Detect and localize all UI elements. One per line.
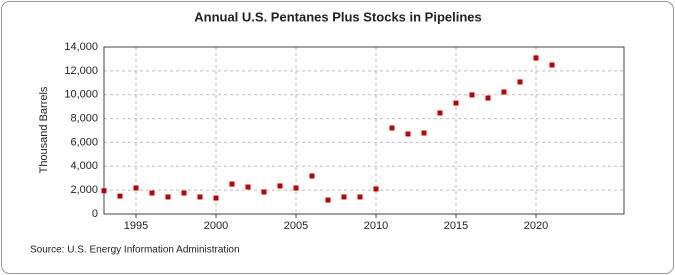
data-point xyxy=(517,79,523,85)
plot-frame xyxy=(103,46,625,215)
data-point xyxy=(389,125,395,131)
data-point xyxy=(325,197,331,203)
x-tick-label: 2015 xyxy=(444,220,468,232)
y-tick-label: 10,000 xyxy=(64,89,98,101)
y-axis-label: Thousand Barrels xyxy=(38,86,50,173)
data-point xyxy=(261,189,267,195)
data-point xyxy=(117,193,123,199)
data-point xyxy=(405,131,411,137)
data-point xyxy=(501,89,507,95)
data-point xyxy=(373,186,379,192)
data-point xyxy=(485,95,491,101)
data-point xyxy=(133,185,139,191)
data-point xyxy=(469,92,475,98)
data-point xyxy=(309,173,315,179)
data-point xyxy=(101,188,107,194)
y-tick-label: 6,000 xyxy=(70,136,98,148)
y-tick-label: 0 xyxy=(92,208,98,220)
data-point xyxy=(213,195,219,201)
data-point xyxy=(341,194,347,200)
data-point xyxy=(277,183,283,189)
chart-title: Annual U.S. Pentanes Plus Stocks in Pipe… xyxy=(194,9,482,24)
y-tick-label: 2,000 xyxy=(70,184,98,196)
data-point xyxy=(149,190,155,196)
data-point xyxy=(181,190,187,196)
source-note: Source: U.S. Energy Information Administ… xyxy=(30,245,240,256)
x-tick-label: 1995 xyxy=(124,220,148,232)
data-point xyxy=(533,55,539,61)
x-tick-label: 2020 xyxy=(524,220,548,232)
y-tick-label: 4,000 xyxy=(70,160,98,172)
data-point xyxy=(245,184,251,190)
y-tick-label: 8,000 xyxy=(70,112,98,124)
data-point xyxy=(165,194,171,200)
data-point xyxy=(229,181,235,187)
data-point xyxy=(549,62,555,68)
x-tick-label: 2005 xyxy=(284,220,308,232)
data-point xyxy=(357,194,363,200)
y-tick-label: 12,000 xyxy=(64,65,98,77)
x-tick-label: 2010 xyxy=(364,220,388,232)
y-tick-label: 14,000 xyxy=(64,41,98,53)
data-point xyxy=(453,100,459,106)
data-point xyxy=(421,130,427,136)
x-tick-label: 2000 xyxy=(204,220,228,232)
data-point xyxy=(293,185,299,191)
data-point xyxy=(197,194,203,200)
data-point xyxy=(437,110,443,116)
